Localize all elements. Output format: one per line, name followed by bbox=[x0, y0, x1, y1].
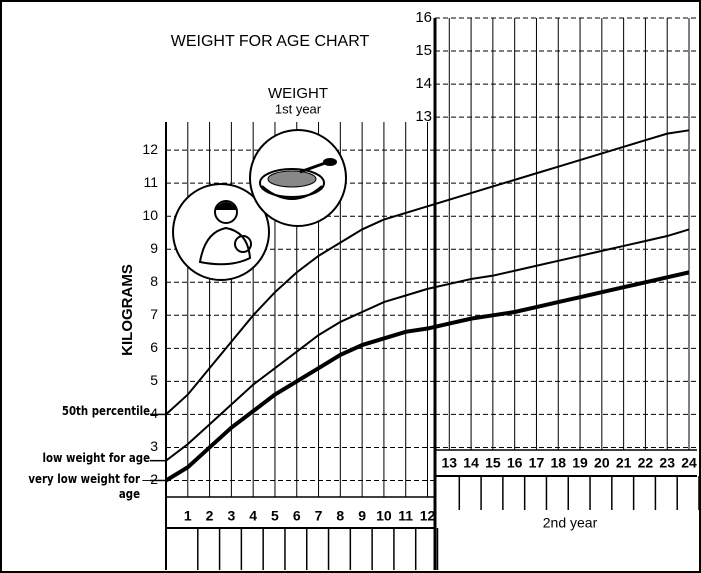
x-tick-label: 6 bbox=[293, 508, 301, 524]
x-tick-label: 3 bbox=[227, 508, 235, 524]
y-tick-label: 14 bbox=[415, 75, 432, 92]
x-tick-label: 5 bbox=[271, 508, 279, 524]
x-tick-label: 17 bbox=[529, 455, 545, 471]
x-tick-label: 9 bbox=[358, 508, 366, 524]
series-label: very low weight for age bbox=[13, 472, 141, 502]
y-tick-label: 10 bbox=[142, 207, 158, 223]
y-tick-label: 12 bbox=[142, 141, 158, 157]
icon-bowl bbox=[250, 130, 346, 226]
y-tick-label: 9 bbox=[150, 240, 158, 256]
y-tick-label: 15 bbox=[415, 42, 432, 59]
y-tick-label: 4 bbox=[150, 405, 158, 421]
y-tick-label: 11 bbox=[143, 174, 158, 190]
x-tick-label: 22 bbox=[638, 455, 654, 471]
y-axis-label: KILOGRAMS bbox=[119, 264, 136, 356]
y-tick-label: 16 bbox=[415, 9, 432, 26]
chart-subtitle: WEIGHT bbox=[268, 85, 328, 102]
x-tick-label: 13 bbox=[442, 455, 458, 471]
x-tick-label: 16 bbox=[507, 455, 523, 471]
x-tick-label: 23 bbox=[659, 455, 675, 471]
x-tick-label: 15 bbox=[485, 455, 501, 471]
y-tick-label: 3 bbox=[150, 438, 158, 454]
x-tick-label: 1 bbox=[184, 508, 192, 524]
y-tick-label: 13 bbox=[415, 108, 432, 125]
x-tick-label: 11 bbox=[398, 508, 413, 524]
x-tick-label: 18 bbox=[550, 455, 566, 471]
y-tick-label: 8 bbox=[150, 273, 158, 289]
x-tick-label: 12 bbox=[420, 508, 436, 524]
page: WEIGHT FOR AGE CHART WEIGHT 1st year 2nd… bbox=[0, 0, 701, 573]
x-tick-label: 8 bbox=[336, 508, 344, 524]
series-label: 50th percentile bbox=[6, 404, 151, 419]
x-tick-label: 21 bbox=[616, 455, 632, 471]
second-year-label: 2nd year bbox=[543, 515, 598, 531]
x-tick-label: 2 bbox=[206, 508, 214, 524]
chart-title: WEIGHT FOR AGE CHART bbox=[171, 33, 370, 50]
x-tick-label: 19 bbox=[572, 455, 588, 471]
y-tick-label: –2 bbox=[142, 471, 158, 487]
y-tick-label: 5 bbox=[150, 372, 158, 388]
y-tick-label: 7 bbox=[150, 306, 158, 322]
x-tick-label: 7 bbox=[315, 508, 323, 524]
x-tick-label: 10 bbox=[376, 508, 392, 524]
first-year-label: 1st year bbox=[275, 101, 322, 116]
x-tick-label: 24 bbox=[681, 455, 697, 471]
x-tick-label: 14 bbox=[463, 455, 479, 471]
x-tick-label: 4 bbox=[249, 508, 257, 524]
x-tick-label: 20 bbox=[594, 455, 610, 471]
series-label: low weight for age bbox=[6, 451, 151, 466]
y-tick-label: 6 bbox=[150, 339, 158, 355]
